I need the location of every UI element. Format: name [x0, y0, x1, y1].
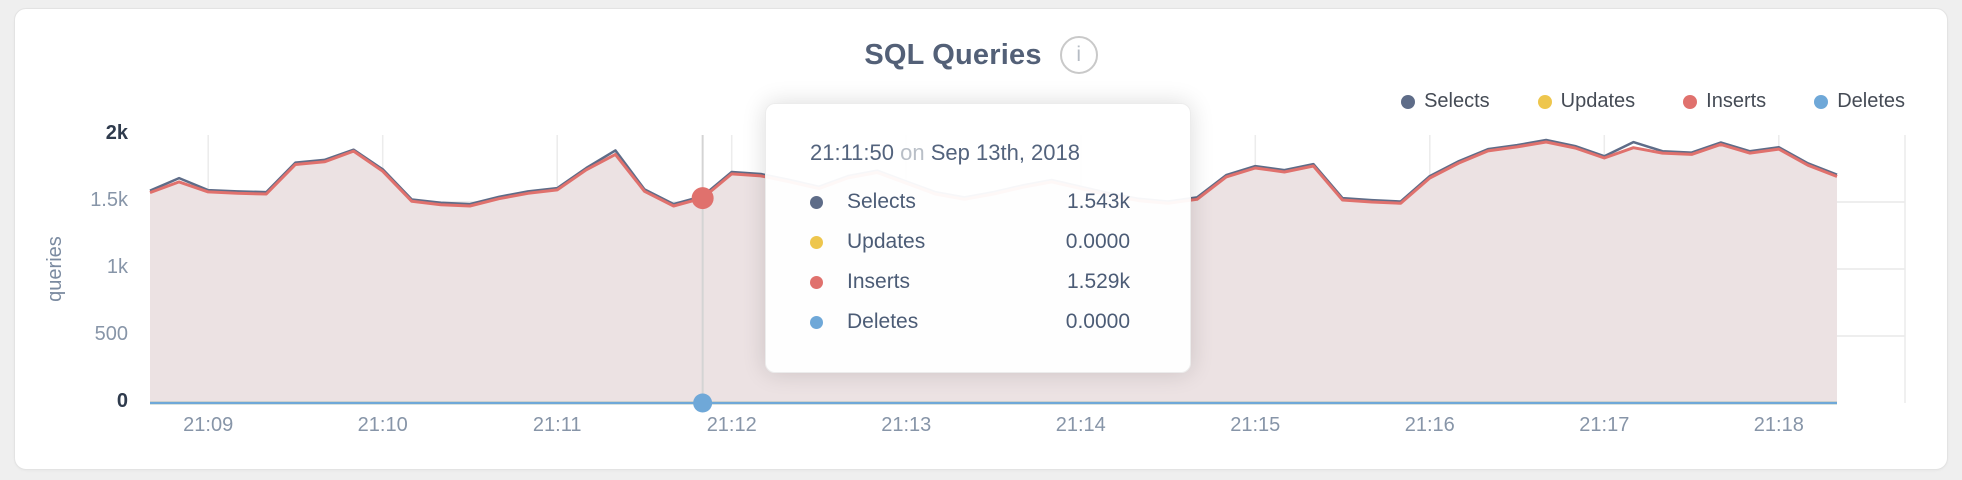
hover-point-inserts	[691, 187, 714, 210]
updates-dot-icon	[810, 235, 823, 249]
chart-legend: Selects Updates Inserts Deletes	[1401, 90, 1905, 113]
x-tick-label: 21:13	[881, 414, 932, 436]
updates-legend-dot	[1537, 94, 1552, 109]
inserts-dot-icon	[810, 275, 823, 289]
selects-legend-dot	[1401, 94, 1416, 109]
tooltip-row-deletes: Deletes 0.0000	[810, 302, 1130, 342]
y-tick-label: 0	[116, 390, 128, 412]
tooltip-timestamp: 21:11:50 on Sep 13th, 2018	[810, 140, 1130, 166]
tooltip-series-value: 1.543k	[1066, 190, 1130, 213]
x-tick-label: 21:18	[1753, 414, 1804, 436]
tooltip-row-selects: Selects 1.543k	[810, 182, 1130, 222]
y-tick-label: 1.5k	[90, 189, 128, 211]
deletes-dot-icon	[810, 315, 823, 329]
legend-label: Updates	[1560, 90, 1636, 112]
x-tick-label: 21:15	[1230, 414, 1281, 436]
selects-dot-icon	[810, 195, 823, 209]
x-tick-label: 21:11	[532, 414, 582, 436]
tooltip-series-label: Selects	[847, 190, 916, 213]
tooltip-series-value: 1.529k	[1066, 270, 1130, 293]
tooltip-series-label: Inserts	[847, 270, 911, 293]
tooltip-time: 21:11:50	[810, 140, 895, 165]
info-icon-glyph: i	[1076, 43, 1081, 66]
x-tick-label: 21:10	[357, 414, 408, 436]
page-title: SQL Queries	[864, 38, 1042, 71]
tooltip-date: Sep 13th, 2018	[930, 140, 1080, 165]
y-tick-label: 1k	[106, 256, 128, 278]
x-tick-label: 21:12	[706, 414, 757, 436]
deletes-legend-dot	[1814, 94, 1829, 109]
x-tick-label: 21:17	[1579, 414, 1630, 436]
tooltip-series-value: 0.0000	[1065, 310, 1130, 333]
inserts-legend-dot	[1683, 94, 1698, 109]
tooltip-series-label: Updates	[847, 230, 926, 253]
tooltip-row-inserts: Inserts 1.529k	[810, 262, 1130, 302]
x-tick-label: 21:16	[1404, 414, 1455, 436]
legend-item-selects[interactable]: Selects	[1401, 90, 1490, 113]
tooltip-series-value: 0.0000	[1065, 230, 1130, 253]
tooltip-on-word: on	[900, 140, 925, 165]
info-icon[interactable]: i	[1059, 36, 1098, 74]
x-tick-label: 21:09	[183, 414, 234, 436]
tooltip-series-label: Deletes	[847, 310, 919, 333]
hover-point-deletes	[693, 393, 713, 413]
y-tick-label: 500	[94, 323, 128, 345]
y-tick-label: 2k	[105, 122, 128, 144]
legend-label: Selects	[1424, 90, 1490, 112]
legend-label: Inserts	[1706, 90, 1767, 112]
tooltip-row-updates: Updates 0.0000	[810, 222, 1130, 262]
x-tick-label: 21:14	[1055, 414, 1106, 436]
legend-item-inserts[interactable]: Inserts	[1683, 90, 1766, 113]
hover-tooltip: 21:11:50 on Sep 13th, 2018 Selects 1.543…	[765, 103, 1191, 373]
legend-item-deletes[interactable]: Deletes	[1814, 90, 1905, 113]
legend-label: Deletes	[1837, 90, 1905, 112]
legend-item-updates[interactable]: Updates	[1537, 90, 1636, 113]
